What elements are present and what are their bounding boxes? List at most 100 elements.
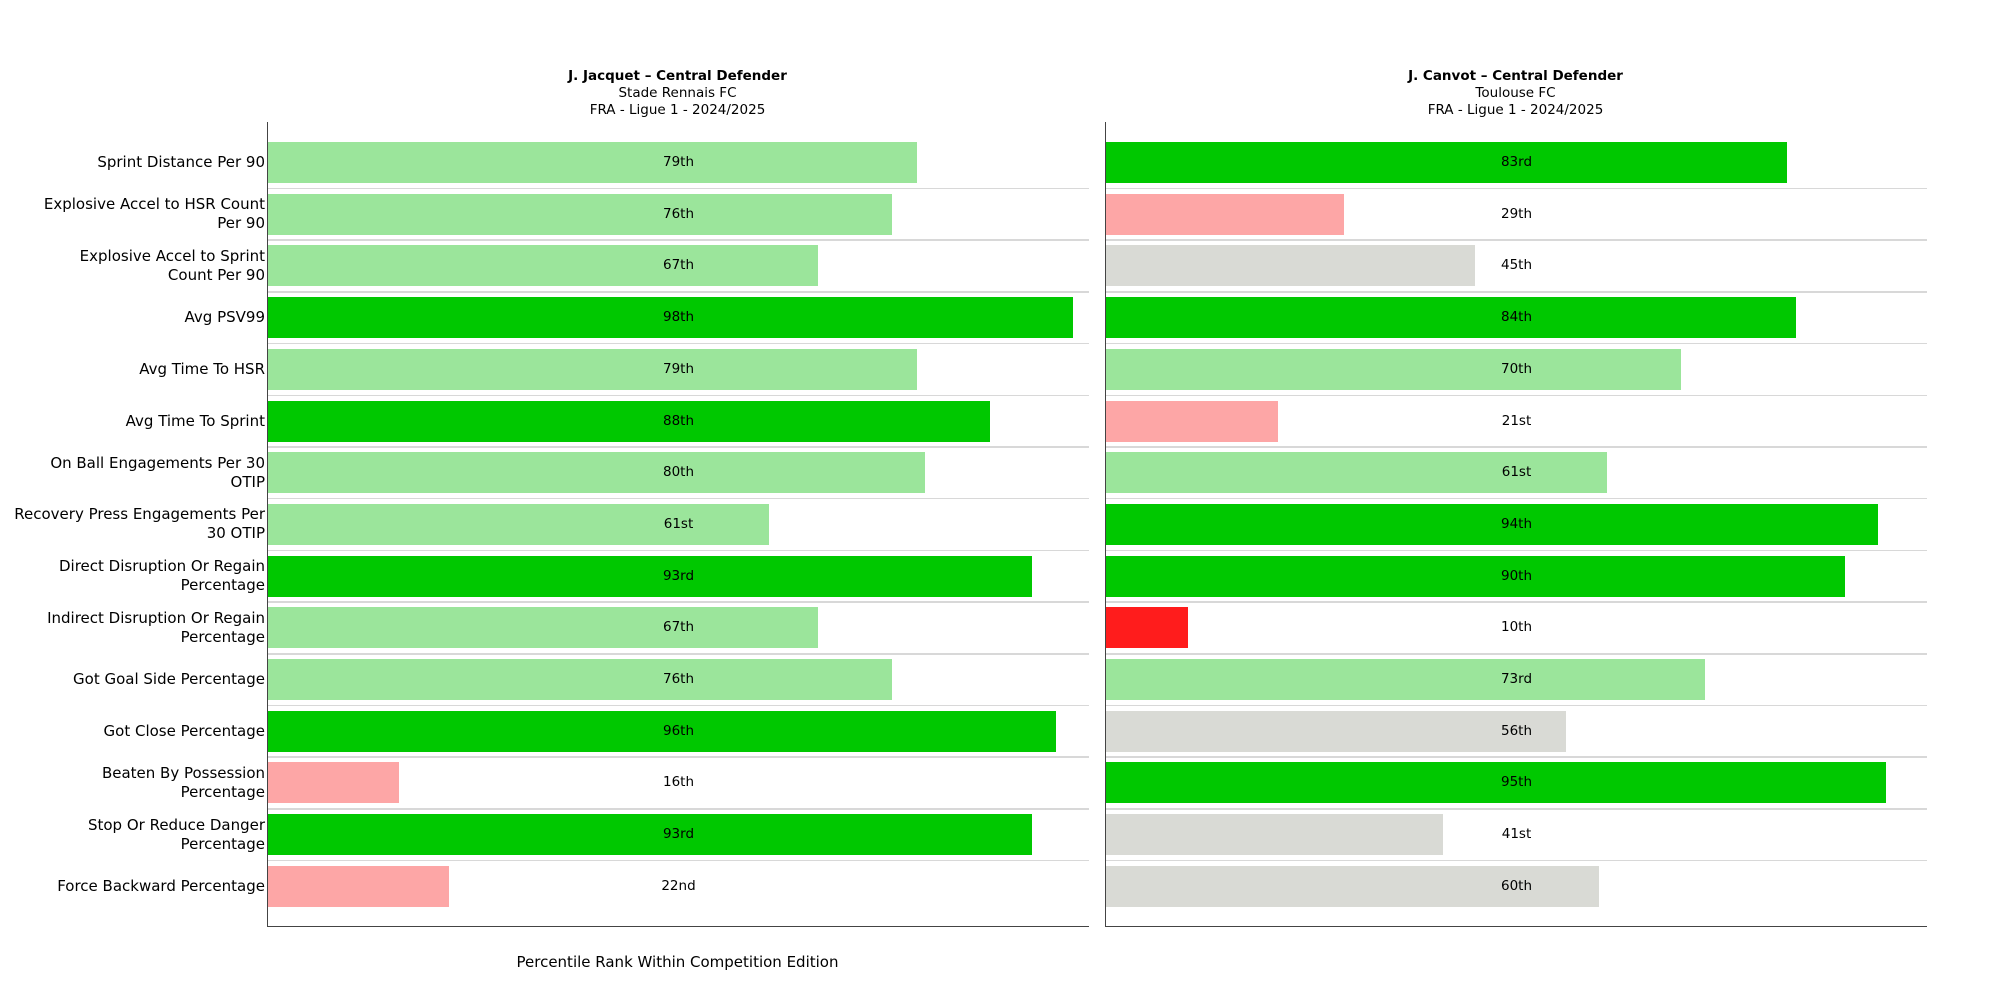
category-label-line: Got Goal Side Percentage [73,670,265,688]
row-separator [1106,704,1927,707]
bar-value-label: 79th [662,360,695,377]
category-label: Got Close Percentage [0,722,265,741]
bar-value-label: 22nd [661,877,696,894]
bar [268,193,892,235]
bar-value-label: 29th [1500,205,1533,222]
row-separator [1106,549,1927,552]
row-separator [1106,446,1927,448]
category-label-line: Got Close Percentage [103,721,265,740]
row-separator [268,342,1089,345]
row-separator [1106,653,1927,655]
category-label-line: Indirect Disruption Or Regain [47,608,265,627]
bar [1106,348,1681,390]
category-label-line: Stop Or Reduce Danger [87,815,265,834]
bar-value-label: 21st [1501,412,1532,429]
bar-value-label: 84th [1500,309,1533,326]
bar-value-label: 90th [1500,567,1533,584]
bar [268,762,400,804]
bar-value-label: 94th [1500,515,1533,532]
category-label-line: Percentage [180,576,265,595]
bar [1106,297,1796,339]
bar [268,607,819,649]
bar-value-label: 61st [663,515,694,532]
bar-value-label: 80th [662,464,695,481]
bar-value-label: 61st [1501,464,1532,481]
row-separator [268,601,1089,603]
bar [1106,142,1788,183]
team-name: Stade Rennais FC [618,85,737,101]
panel-title-right: J. Canvot – Central Defender Toulouse FC… [1105,68,1926,119]
row-separator [1106,394,1927,396]
bar [268,245,819,287]
bar-value-label: 56th [1500,722,1533,739]
category-label: Beaten By Possession Percentage [0,764,265,802]
bar [1106,710,1566,752]
row-separator [268,859,1089,862]
row-separator [268,704,1089,707]
category-label-line: On Ball Engagements Per 30 [50,453,265,472]
panel-title-left: J. Jacquet – Central Defender Stade Renn… [267,68,1088,119]
bar-panel-right: 83rd 29th 45th 84th 70th 21st 61st 94th 90th 10th… [1105,122,1927,927]
row-separator [1106,187,1927,190]
category-label-line: Avg Time To Sprint [125,411,265,430]
bar [1106,607,1189,649]
category-label: Avg PSV99 [0,308,265,327]
category-label: Stop Or Reduce Danger Percentage [0,816,265,854]
row-separator [268,187,1089,190]
row-separator [1106,756,1927,758]
bar-value-label: 73rd [1500,671,1533,687]
category-label-line: Per 90 [217,214,265,233]
row-separator [268,239,1089,241]
row-separator [1106,239,1927,241]
bar-value-label: 95th [1500,774,1533,791]
bar-value-label: 96th [662,722,695,739]
bar-value-label: 93rd [662,567,695,584]
category-label: On Ball Engagements Per 30 OTIP [0,454,265,492]
category-label-line: Count Per 90 [167,265,265,284]
category-label-line: Force Backward Percentage [57,876,265,895]
category-label: Force Backward Percentage [0,877,265,896]
category-label: Got Goal Side Percentage [0,670,265,689]
row-separator [268,497,1089,500]
bar-value-label: 60th [1500,877,1533,894]
bar [268,814,1032,856]
bar-value-label: 41st [1501,826,1532,843]
bar [268,503,769,545]
bar [268,452,925,494]
row-separator [268,549,1089,552]
bar-value-label: 88th [662,412,695,429]
row-separator [268,291,1089,293]
bar [268,555,1032,597]
category-label-line: OTIP [230,472,265,491]
bar-value-label: 70th [1500,360,1533,377]
category-label: Indirect Disruption Or Regain Percentage [0,609,265,647]
competition: FRA - Ligue 1 - 2024/2025 [1427,102,1604,118]
category-label-line: 30 OTIP [206,524,265,543]
category-label: Sprint Distance Per 90 [0,153,265,172]
category-label-line: Recovery Press Engagements Per [14,505,265,524]
team-name: Toulouse FC [1475,85,1556,101]
bar [1106,762,1886,804]
bar-value-label: 67th [662,619,695,636]
player-name: J. Canvot – Central Defender [1408,68,1623,84]
bar [268,659,892,700]
row-separator [1106,291,1927,293]
bar-value-label: 93rd [662,826,695,843]
bar-value-label: 98th [662,309,695,326]
bar [1106,400,1279,442]
row-separator [1106,601,1927,603]
row-separator [1106,808,1927,810]
bar [1106,865,1599,907]
player-name: J. Jacquet – Central Defender [568,68,787,84]
bar-value-label: 79th [662,154,695,170]
category-label-line: Percentage [180,782,265,801]
bar-value-label: 76th [662,205,695,222]
bar [268,400,991,442]
bar [268,297,1073,339]
bar [268,865,449,907]
bar [1106,245,1476,287]
competition: FRA - Ligue 1 - 2024/2025 [589,102,766,118]
category-label: Explosive Accel to Sprint Count Per 90 [0,247,265,285]
category-label: Explosive Accel to HSR Count Per 90 [0,195,265,233]
category-label-line: Beaten By Possession [101,763,265,782]
